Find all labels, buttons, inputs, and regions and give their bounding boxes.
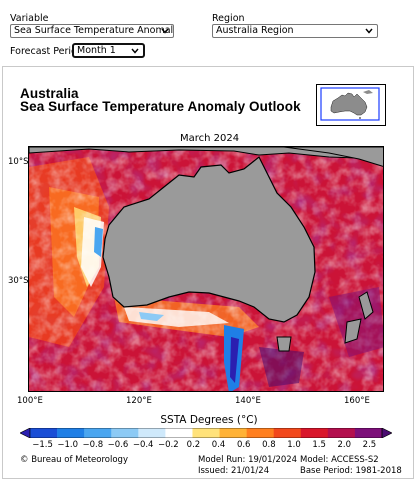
colorbar-label: −0.4 — [132, 440, 154, 450]
lon-tick-label: 160°E — [344, 396, 370, 406]
colorbar-border — [29, 428, 383, 438]
colorbar-label: 0.2 — [186, 440, 201, 450]
colorbar-label: −0.2 — [157, 440, 179, 450]
colorbar-segment — [84, 428, 112, 438]
model-text: Model: ACCESS-S2 — [300, 455, 379, 465]
chevron-down-icon — [161, 28, 169, 34]
colorbar-segment — [327, 428, 356, 438]
lat-tick-label: 10°S — [8, 157, 29, 167]
locator-map-inset — [316, 84, 386, 126]
lon-tick-label: 100°E — [17, 396, 43, 406]
ssta-colorbar — [20, 428, 392, 438]
lon-tick-label: 140°E — [235, 396, 261, 406]
colorbar-title: SSTA Degrees (°C) — [160, 414, 258, 426]
colorbar-label: 0.6 — [236, 440, 251, 450]
colorbar-label: 1.0 — [287, 440, 301, 450]
region-label: Region — [212, 13, 245, 24]
colorbar-segment — [30, 428, 58, 438]
map-title: March 2024 — [180, 133, 240, 144]
colorbar-segment — [300, 428, 329, 438]
variable-select[interactable]: Sea Surface Temperature Anomaly — [10, 24, 174, 38]
colorbar-segment — [192, 428, 220, 438]
model-run-text: Model Run: 19/01/2024 — [198, 455, 298, 465]
forecast-period-select[interactable]: Month 1 — [72, 43, 145, 58]
locator-map-image — [317, 85, 384, 124]
colorbar-label: −0.8 — [82, 440, 104, 450]
colorbar-label: −1.0 — [57, 440, 79, 450]
region-select-value: Australia Region — [216, 25, 294, 36]
colorbar-label: −0.6 — [107, 440, 129, 450]
colorbar-segment — [138, 428, 166, 438]
colorbar-segment — [165, 428, 193, 438]
credit-text: © Bureau of Meteorology — [20, 455, 128, 465]
colorbar-segment — [246, 428, 274, 438]
colorbar-label: 2.0 — [337, 440, 352, 450]
lat-tick-label: 30°S — [8, 276, 29, 286]
colorbar-label: 0.4 — [211, 440, 226, 450]
colorbar-segment — [273, 428, 302, 438]
chevron-down-icon — [131, 48, 139, 54]
product-title: Sea Surface Temperature Anomaly Outlook — [20, 99, 301, 114]
forecast-period-label: Forecast Period — [10, 46, 83, 57]
ssta-map-image — [29, 147, 383, 391]
colorbar-label: −1.5 — [32, 440, 53, 450]
colorbar-label: 2.5 — [362, 440, 377, 450]
colorbar-segment — [354, 428, 383, 438]
region-select[interactable]: Australia Region — [212, 24, 378, 38]
issued-text: Issued: 21/01/24 — [198, 466, 270, 476]
colorbar-min-arrow — [20, 428, 31, 438]
base-period-text: Base Period: 1981-2018 — [300, 466, 402, 476]
colorbar-segment — [219, 428, 247, 438]
colorbar-label: 1.5 — [312, 440, 326, 450]
colorbar-max-arrow — [381, 428, 392, 438]
lon-tick-label: 120°E — [126, 396, 152, 406]
ssta-forecast-map — [28, 146, 384, 392]
variable-select-value: Sea Surface Temperature Anomaly — [14, 25, 174, 36]
colorbar-segment — [111, 428, 139, 438]
chevron-down-icon — [365, 28, 373, 34]
colorbar-label: 0.8 — [262, 440, 276, 450]
variable-label: Variable — [10, 13, 49, 24]
colorbar-segment — [57, 428, 85, 438]
product-title-region: Australia — [20, 86, 79, 101]
forecast-period-value: Month 1 — [77, 45, 116, 56]
